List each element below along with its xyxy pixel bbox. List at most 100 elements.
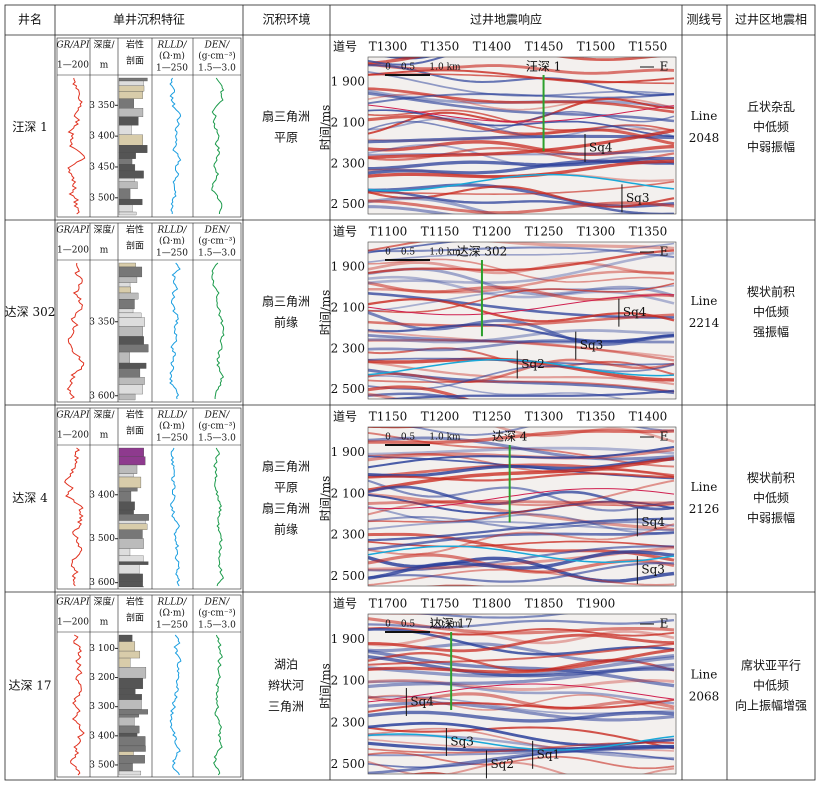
reflector: [368, 505, 675, 534]
depth-tick: 3 100: [89, 644, 115, 654]
litho-bed: [118, 763, 133, 772]
column-header: 测线号: [686, 13, 722, 27]
litho-bed: [118, 473, 134, 478]
reflector: [368, 313, 675, 327]
log-header: 深度/: [93, 596, 115, 608]
depth-tick: 3 200: [89, 673, 115, 683]
reflector: [368, 93, 675, 111]
log-header: GR/API: [56, 41, 90, 51]
reflector: [368, 261, 675, 275]
environment: 扇三角洲: [262, 294, 310, 309]
trace-number: T1700: [369, 597, 408, 611]
reflector: [368, 479, 675, 516]
reflector: [368, 550, 675, 580]
time-tick: 2 100: [331, 486, 365, 500]
reflector: [368, 545, 675, 572]
reflector: [368, 298, 675, 323]
log-header: RLLD/: [157, 41, 188, 51]
log-header: m: [100, 246, 109, 256]
litho-bed: [118, 538, 144, 549]
log-header: 剖面: [126, 425, 144, 437]
reflector: [368, 62, 675, 75]
log-header: 1—200: [57, 618, 89, 628]
reflector: [368, 463, 675, 478]
sequence-label: Sq4: [410, 695, 434, 709]
time-tick: 1 900: [331, 445, 365, 459]
well-name: 汪深 1: [12, 120, 47, 134]
trace-number: T1900: [577, 597, 616, 611]
log-header: GR/API: [56, 598, 90, 608]
time-tick: 2 300: [331, 528, 365, 542]
reflector: [368, 429, 675, 445]
reflector: [368, 159, 675, 175]
litho-bed: [118, 116, 139, 126]
log-header: 1.5—3.0: [198, 434, 236, 444]
reflector: [368, 520, 674, 531]
time-axis-label: 时间/ms: [319, 290, 333, 336]
log-header: 1.5—3.0: [198, 64, 236, 74]
rlld-curve: [169, 634, 182, 776]
well-name: 达深 4: [12, 491, 48, 505]
seismic-facies: 中弱振幅: [747, 139, 795, 154]
trace-number: T1500: [577, 40, 616, 54]
column-header: 过井区地震相: [735, 13, 807, 27]
reflector: [368, 479, 675, 512]
reflector: [368, 361, 675, 386]
litho-bed: [118, 308, 134, 314]
reflector: [368, 328, 674, 344]
litho-bed: [118, 344, 149, 353]
trace-number: T1750: [421, 597, 460, 611]
sequence-label: Sq3: [450, 735, 474, 749]
environment: 扇三角洲: [262, 109, 310, 124]
seismic-image: [368, 57, 676, 214]
litho-bed: [118, 326, 143, 337]
scale-label: 1.0 km: [429, 248, 461, 258]
depth-tick: 3 300: [89, 702, 115, 712]
environment: 辫状河: [268, 679, 304, 693]
den-curve: [211, 77, 225, 215]
reflector: [368, 134, 675, 144]
litho-bed: [118, 634, 133, 642]
reflector: [368, 627, 675, 637]
sequence-label: Sq4: [641, 515, 665, 529]
reflector: [368, 680, 675, 705]
litho-bed: [118, 80, 144, 86]
litho-bed: [118, 529, 143, 539]
reflector: [368, 97, 675, 135]
reflector: [368, 701, 675, 722]
litho-bed: [118, 164, 136, 172]
reflector: [368, 656, 675, 678]
litho-bed: [118, 292, 139, 300]
reflector: [368, 531, 675, 551]
reflector: [407, 427, 675, 436]
scale-label: 1.0 km: [429, 620, 461, 630]
litho-bed: [118, 561, 149, 565]
log-header: 1—200: [57, 246, 89, 256]
log-header: 1—250: [156, 434, 188, 444]
well-label: 汪深 1: [526, 60, 561, 74]
gr-curve: [67, 77, 86, 215]
sequence-boundary: [368, 173, 675, 192]
time-tick: 1 900: [331, 260, 365, 274]
log-panel: [56, 407, 242, 590]
sequence-boundary: [368, 545, 675, 563]
reflector: [368, 392, 470, 399]
log-header: DEN/: [204, 226, 231, 236]
seismic-facies: 丘状杂乱: [747, 100, 795, 114]
litho-bed: [118, 188, 131, 200]
reflector: [368, 760, 675, 774]
reflector: [368, 110, 675, 133]
scale-label: 0: [385, 620, 391, 630]
seismic-facies: 中弱振幅: [747, 510, 795, 525]
time-tick: 2 300: [331, 341, 365, 355]
environment: 扇三角洲: [262, 459, 310, 474]
litho-bed: [118, 447, 144, 457]
trace-number: T1300: [369, 40, 408, 54]
trace-number: T1550: [629, 40, 668, 54]
reflector: [368, 284, 675, 313]
rlld-curve: [169, 262, 181, 400]
litho-bed: [118, 108, 144, 118]
litho-bed: [118, 770, 142, 776]
reflector: [368, 594, 674, 602]
time-tick: 2 100: [331, 115, 365, 129]
